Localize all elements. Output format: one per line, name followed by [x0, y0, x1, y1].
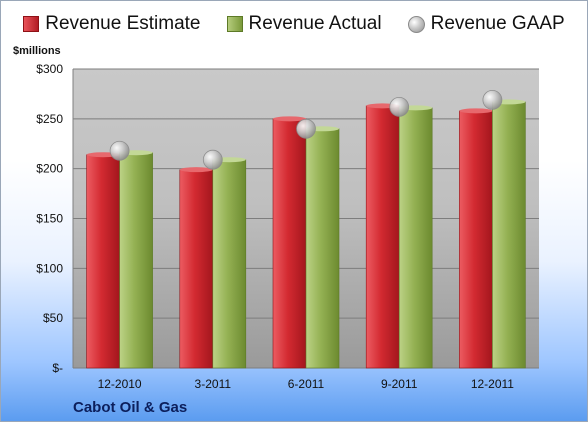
y-tick-label: $200 — [36, 162, 63, 176]
y-tick-label: $250 — [36, 112, 63, 126]
x-tick-label: 12-2011 — [471, 377, 514, 391]
x-tick-label: 9-2011 — [381, 377, 418, 391]
bar-actual — [212, 159, 247, 369]
bar-estimate — [179, 169, 214, 369]
legend-item-gaap: Revenue GAAP — [407, 13, 565, 35]
bar-actual — [305, 128, 340, 369]
y-axis-unit-label: $millions — [13, 45, 61, 57]
y-tick-label: $50 — [43, 311, 63, 325]
bar-estimate — [86, 154, 120, 369]
bar-actual — [398, 107, 433, 369]
company-name: Cabot Oil & Gas — [73, 399, 188, 416]
gaap-marker — [109, 140, 130, 161]
bar-actual — [492, 101, 526, 369]
bar-actual — [119, 152, 153, 369]
gaap-marker — [389, 96, 410, 117]
y-tick-label: $150 — [36, 212, 63, 226]
gaap-marker — [482, 89, 503, 110]
legend-label-actual: Revenue Actual — [248, 13, 382, 34]
legend: Revenue Estimate Revenue Actual Revenue … — [1, 13, 587, 35]
y-tick-label: $300 — [36, 62, 63, 76]
gaap-marker — [296, 118, 316, 139]
x-tick-label: 12-2010 — [98, 377, 142, 391]
bar-estimate — [459, 110, 493, 369]
y-tick-label: $- — [52, 361, 63, 375]
legend-item-actual: Revenue Actual — [226, 13, 382, 35]
x-tick-label: 3-2011 — [195, 377, 232, 391]
legend-item-estimate: Revenue Estimate — [23, 13, 201, 35]
bar-estimate-cap — [459, 108, 493, 114]
bar-estimate — [365, 105, 400, 369]
legend-label-gaap: Revenue GAAP — [430, 13, 565, 34]
bar-estimate-cap — [273, 116, 306, 122]
bar-estimate-cap — [179, 167, 213, 173]
legend-swatch-actual — [226, 16, 243, 32]
legend-label-estimate: Revenue Estimate — [45, 13, 201, 34]
bar-estimate — [272, 118, 307, 369]
x-tick-label: 6-2011 — [288, 377, 325, 391]
gaap-marker — [202, 149, 223, 170]
legend-swatch-estimate — [23, 16, 40, 32]
y-tick-label: $100 — [36, 261, 63, 275]
legend-swatch-gaap — [407, 15, 425, 33]
